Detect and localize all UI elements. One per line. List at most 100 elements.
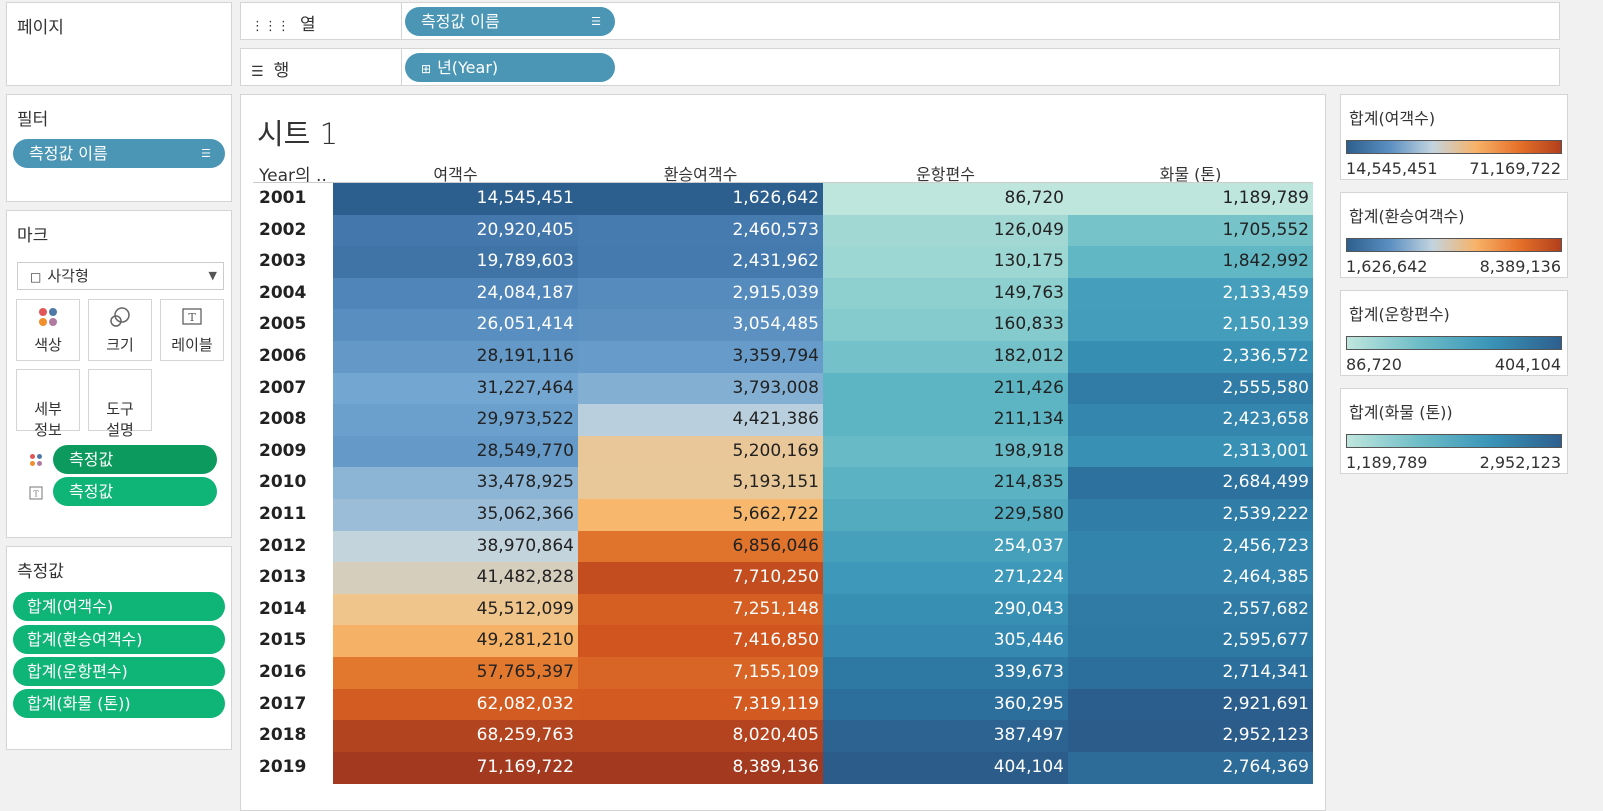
color-button[interactable]: 색상 xyxy=(16,299,80,361)
table-cell[interactable]: 35,062,366 xyxy=(333,499,578,532)
table-cell[interactable]: 7,416,850 xyxy=(578,625,823,658)
table-cell[interactable]: 2,555,580 xyxy=(1068,372,1313,405)
table-cell[interactable]: 3,793,008 xyxy=(578,372,823,405)
row-header-year[interactable]: 2007 xyxy=(259,377,307,398)
table-cell[interactable]: 2,952,123 xyxy=(1068,720,1313,753)
table-cell[interactable]: 28,191,116 xyxy=(333,341,578,374)
table-cell[interactable]: 2,133,459 xyxy=(1068,277,1313,310)
column-header-cargo[interactable]: 화물 (톤) xyxy=(1159,165,1222,184)
table-cell[interactable]: 2,915,039 xyxy=(578,277,823,310)
label-pill-measure-values[interactable]: 측정값 xyxy=(53,477,217,506)
filter-pill-measure-names[interactable]: 측정값 이름 ☰ xyxy=(13,139,225,168)
label-button[interactable]: T 레이블 xyxy=(160,299,224,361)
table-cell[interactable]: 2,431,962 xyxy=(578,246,823,279)
table-cell[interactable]: 2,460,573 xyxy=(578,214,823,247)
table-cell[interactable]: 8,020,405 xyxy=(578,720,823,753)
table-cell[interactable]: 1,189,789 xyxy=(1068,183,1313,216)
table-cell[interactable]: 41,482,828 xyxy=(333,562,578,595)
table-cell[interactable]: 214,835 xyxy=(823,467,1068,500)
row-header-year[interactable]: 2009 xyxy=(259,440,307,461)
row-header-year[interactable]: 2017 xyxy=(259,693,307,714)
table-cell[interactable]: 45,512,099 xyxy=(333,593,578,626)
table-cell[interactable]: 7,319,119 xyxy=(578,688,823,721)
measure-pill-flights[interactable]: 합계(운항편수) xyxy=(13,657,225,686)
row-header-year[interactable]: 2003 xyxy=(259,251,307,272)
table-cell[interactable]: 290,043 xyxy=(823,593,1068,626)
table-cell[interactable]: 1,705,552 xyxy=(1068,214,1313,247)
table-cell[interactable]: 2,595,677 xyxy=(1068,625,1313,658)
measure-pill-transfer-passengers[interactable]: 합계(환승여객수) xyxy=(13,625,225,654)
table-cell[interactable]: 2,456,723 xyxy=(1068,530,1313,563)
measure-pill-cargo[interactable]: 합계(화물 (톤)) xyxy=(13,689,225,718)
table-cell[interactable]: 182,012 xyxy=(823,341,1068,374)
table-cell[interactable]: 149,763 xyxy=(823,277,1068,310)
table-cell[interactable]: 14,545,451 xyxy=(333,183,578,216)
tooltip-button[interactable]: 도구 설명 xyxy=(88,369,152,439)
table-cell[interactable]: 24,084,187 xyxy=(333,277,578,310)
table-cell[interactable]: 7,251,148 xyxy=(578,593,823,626)
table-cell[interactable]: 86,720 xyxy=(823,183,1068,216)
table-cell[interactable]: 126,049 xyxy=(823,214,1068,247)
row-header-year[interactable]: 2011 xyxy=(259,504,307,524)
table-cell[interactable]: 5,193,151 xyxy=(578,467,823,500)
table-cell[interactable]: 2,464,385 xyxy=(1068,562,1313,595)
table-cell[interactable]: 7,155,109 xyxy=(578,657,823,690)
row-header-year[interactable]: 2019 xyxy=(259,756,307,777)
column-header-flights[interactable]: 운항편수 xyxy=(916,165,975,184)
table-cell[interactable]: 3,054,485 xyxy=(578,309,823,342)
table-cell[interactable]: 2,764,369 xyxy=(1068,751,1313,784)
row-header-year[interactable]: 2010 xyxy=(259,472,307,493)
table-cell[interactable]: 26,051,414 xyxy=(333,309,578,342)
table-cell[interactable]: 2,313,001 xyxy=(1068,435,1313,468)
table-cell[interactable]: 1,626,642 xyxy=(578,183,823,216)
table-cell[interactable]: 7,710,250 xyxy=(578,562,823,595)
table-cell[interactable]: 4,421,386 xyxy=(578,404,823,437)
mark-type-dropdown[interactable]: □ 사각형 ▼ xyxy=(17,262,224,290)
table-cell[interactable]: 20,920,405 xyxy=(333,214,578,247)
table-cell[interactable]: 2,921,691 xyxy=(1068,688,1313,721)
table-cell[interactable]: 31,227,464 xyxy=(333,372,578,405)
color-pill-measure-values[interactable]: 측정값 xyxy=(53,445,217,474)
table-cell[interactable]: 8,389,136 xyxy=(578,751,823,784)
row-header-year[interactable]: 2006 xyxy=(259,346,307,366)
columns-pill-measure-names[interactable]: 측정값 이름 ☰ xyxy=(405,7,615,36)
size-button[interactable]: 크기 xyxy=(88,299,152,361)
table-cell[interactable]: 28,549,770 xyxy=(333,435,578,468)
table-cell[interactable]: 404,104 xyxy=(823,751,1068,784)
expand-icon[interactable]: ⊞ xyxy=(421,62,432,76)
row-header-year[interactable]: 2015 xyxy=(259,630,307,651)
table-cell[interactable]: 57,765,397 xyxy=(333,657,578,690)
table-cell[interactable]: 387,497 xyxy=(823,720,1068,753)
detail-button[interactable]: 세부 정보 xyxy=(16,369,80,439)
rows-shelf[interactable]: ☰ 행 ⊞ 년(Year) xyxy=(240,48,1560,86)
table-cell[interactable]: 38,970,864 xyxy=(333,530,578,563)
table-cell[interactable]: 68,259,763 xyxy=(333,720,578,753)
table-cell[interactable]: 271,224 xyxy=(823,562,1068,595)
color-legend[interactable]: 합계(여객수) 14,545,451 71,169,722 xyxy=(1340,94,1568,180)
table-cell[interactable]: 1,842,992 xyxy=(1068,246,1313,279)
table-cell[interactable]: 62,082,032 xyxy=(333,688,578,721)
table-cell[interactable]: 229,580 xyxy=(823,499,1068,532)
table-cell[interactable]: 2,557,682 xyxy=(1068,593,1313,626)
row-header-year[interactable]: 2016 xyxy=(259,662,307,682)
measure-pill-passengers[interactable]: 합계(여객수) xyxy=(13,592,225,621)
row-header-year[interactable]: 2008 xyxy=(259,409,307,430)
columns-shelf[interactable]: ⋮⋮⋮ 열 측정값 이름 ☰ xyxy=(240,2,1560,40)
row-header-label[interactable]: Year의 .. xyxy=(259,166,327,186)
table-cell[interactable]: 339,673 xyxy=(823,657,1068,690)
row-header-year[interactable]: 2001 xyxy=(259,188,307,208)
table-cell[interactable]: 2,714,341 xyxy=(1068,657,1313,690)
color-legend[interactable]: 합계(환승여객수) 1,626,642 8,389,136 xyxy=(1340,192,1568,278)
table-cell[interactable]: 29,973,522 xyxy=(333,404,578,437)
row-header-year[interactable]: 2005 xyxy=(259,314,307,335)
table-cell[interactable]: 305,446 xyxy=(823,625,1068,658)
table-cell[interactable]: 71,169,722 xyxy=(333,751,578,784)
table-cell[interactable]: 3,359,794 xyxy=(578,341,823,374)
row-header-year[interactable]: 2002 xyxy=(259,219,307,240)
table-cell[interactable]: 2,423,658 xyxy=(1068,404,1313,437)
color-legend[interactable]: 합계(운항편수) 86,720 404,104 xyxy=(1340,290,1568,376)
table-cell[interactable]: 19,789,603 xyxy=(333,246,578,279)
table-cell[interactable]: 360,295 xyxy=(823,688,1068,721)
rows-pill-year[interactable]: ⊞ 년(Year) xyxy=(405,53,615,82)
table-cell[interactable]: 2,539,222 xyxy=(1068,499,1313,532)
